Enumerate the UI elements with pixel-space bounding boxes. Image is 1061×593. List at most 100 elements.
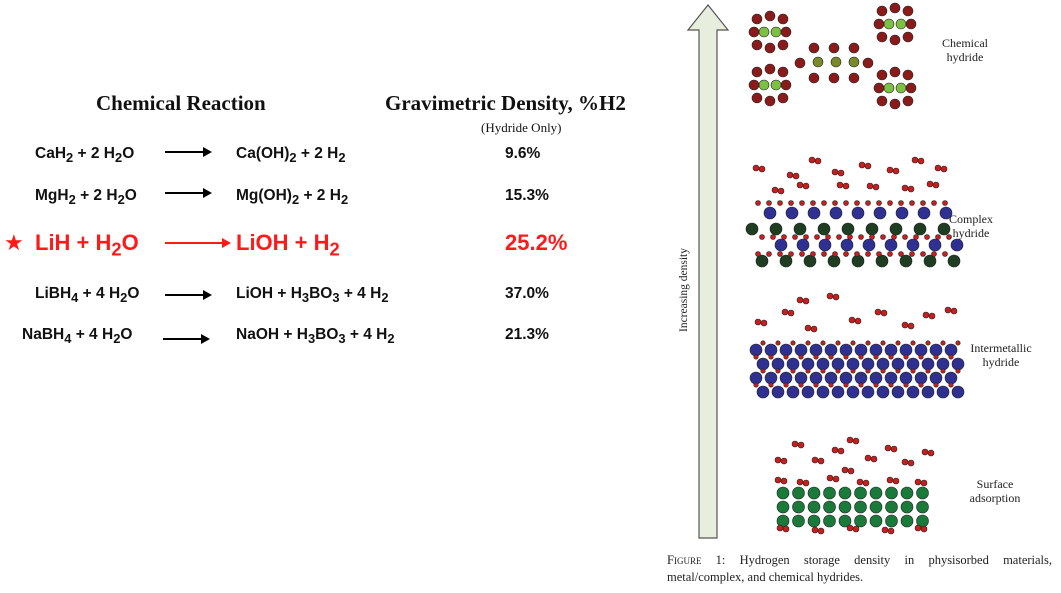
reaction-arrow-highlighted	[165, 238, 231, 248]
hydrogen-atom	[880, 234, 886, 240]
hydrogen-atom	[828, 382, 834, 388]
complex-hydride-atom	[917, 206, 931, 220]
hydrogen-atom	[848, 316, 856, 324]
complex-hydride-atom	[807, 206, 821, 220]
hydrogen-atom	[760, 319, 768, 327]
hydrogen-atom	[920, 479, 928, 487]
density-libh4: 37.0%	[505, 285, 549, 302]
chemical-hydride-atom	[780, 79, 792, 91]
hydrogen-atom	[898, 200, 904, 206]
hydrogen-atom	[920, 200, 926, 206]
hydrogen-atom	[876, 251, 882, 257]
hydrogen-atom	[910, 368, 916, 374]
surface-atom	[900, 486, 914, 500]
hydrogen-core-atom	[812, 56, 824, 68]
hydrogen-atom	[920, 251, 926, 257]
hydrogen-atom	[808, 156, 816, 164]
hydrogen-atom	[781, 308, 789, 316]
increasing-density-arrow	[686, 4, 730, 539]
intermetallic-atom	[929, 371, 943, 385]
intermetallic-atom	[891, 385, 905, 399]
intermetallic-atom	[816, 385, 830, 399]
hydrogen-atom	[831, 168, 839, 176]
hydrogen-atom	[895, 340, 901, 346]
hydrogen-atom	[797, 441, 805, 449]
intermetallic-atom	[809, 371, 823, 385]
hydrogen-atom	[792, 172, 800, 180]
intermetallic-atom	[771, 357, 785, 371]
hydrogen-atom	[754, 318, 762, 326]
intermetallic-atom	[764, 371, 778, 385]
hydrogen-atom	[774, 476, 782, 484]
hydrogen-atom	[907, 185, 915, 193]
complex-hydride-atom	[937, 222, 951, 236]
chemical-hydride-atom	[902, 31, 914, 43]
complex-hydride-atom	[755, 254, 769, 268]
hydrogen-atom	[921, 448, 929, 456]
intermetallic-atom	[876, 357, 890, 371]
reactants-lih: LiH + H2O	[35, 230, 139, 260]
intermetallic-atom	[951, 385, 965, 399]
intermetallic-atom	[749, 371, 763, 385]
surface-atom	[869, 514, 883, 528]
hydrogen-atom	[876, 200, 882, 206]
hydrogen-atom	[872, 183, 880, 191]
hydrogen-atom	[955, 368, 961, 374]
hydrogen-atom	[799, 251, 805, 257]
hydrogen-atom	[907, 322, 915, 330]
surface-atom	[838, 486, 852, 500]
products-mgh2: Mg(OH)2 + 2 H2	[236, 187, 349, 208]
intermetallic-atom	[921, 357, 935, 371]
intermetallic-atom	[839, 343, 853, 357]
hydrogen-atom	[850, 368, 856, 374]
hydrogen-atom	[780, 457, 788, 465]
hydrogen-atom	[880, 309, 888, 317]
complex-hydride-atom	[803, 254, 817, 268]
hydrogen-atom	[865, 200, 871, 206]
label-surface-adsorption: Surface adsorption	[969, 477, 1021, 505]
hydrogen-atom	[866, 182, 874, 190]
complex-hydride-atom	[793, 222, 807, 236]
intermetallic-atom	[794, 371, 808, 385]
hydrogen-atom	[783, 382, 789, 388]
hydrogen-atom	[944, 306, 952, 314]
chemical-hydride-atom	[777, 66, 789, 78]
complex-hydride-atom	[763, 206, 777, 220]
hydrogen-atom	[920, 525, 928, 533]
hydrogen-atom	[783, 354, 789, 360]
intermetallic-atom	[899, 371, 913, 385]
chemical-hydride-atom	[751, 92, 763, 104]
complex-hydride-atom	[928, 238, 942, 252]
complex-hydride-atom	[899, 254, 913, 268]
complex-hydride-atom	[939, 206, 953, 220]
hydrogen-atom	[864, 162, 872, 170]
hydrogen-atom	[782, 525, 790, 533]
hydrogen-atom	[837, 169, 845, 177]
hydrogen-atom	[880, 340, 886, 346]
hydrogen-atom	[891, 234, 897, 240]
hydrogen-atom	[777, 200, 783, 206]
hydrogen-atom	[925, 340, 931, 346]
intermetallic-atom	[891, 357, 905, 371]
intermetallic-atom	[779, 343, 793, 357]
hydrogen-atom	[755, 251, 761, 257]
hydrogen-atom	[909, 251, 915, 257]
hydrogen-atom	[932, 181, 940, 189]
hydrogen-core-atom	[758, 79, 770, 91]
hydrogen-atom	[869, 234, 875, 240]
products-nabh4: NaOH + H3BO3 + 4 H2	[236, 326, 395, 347]
hydrogen-atom	[832, 251, 838, 257]
complex-hydride-atom	[796, 238, 810, 252]
hydrogen-atom	[814, 157, 822, 165]
hydrogen-atom	[918, 382, 924, 388]
hydrogen-atom	[948, 354, 954, 360]
intermetallic-atom	[846, 357, 860, 371]
hydrogen-atom	[880, 368, 886, 374]
chemical-hydride-atom	[751, 13, 763, 25]
hydrogen-atom	[770, 234, 776, 240]
chemical-hydride-atom	[777, 13, 789, 25]
hydrogen-atom	[886, 166, 894, 174]
hydrogen-atom	[759, 234, 765, 240]
hydrogen-atom	[768, 382, 774, 388]
hydrogen-atom	[934, 164, 942, 172]
